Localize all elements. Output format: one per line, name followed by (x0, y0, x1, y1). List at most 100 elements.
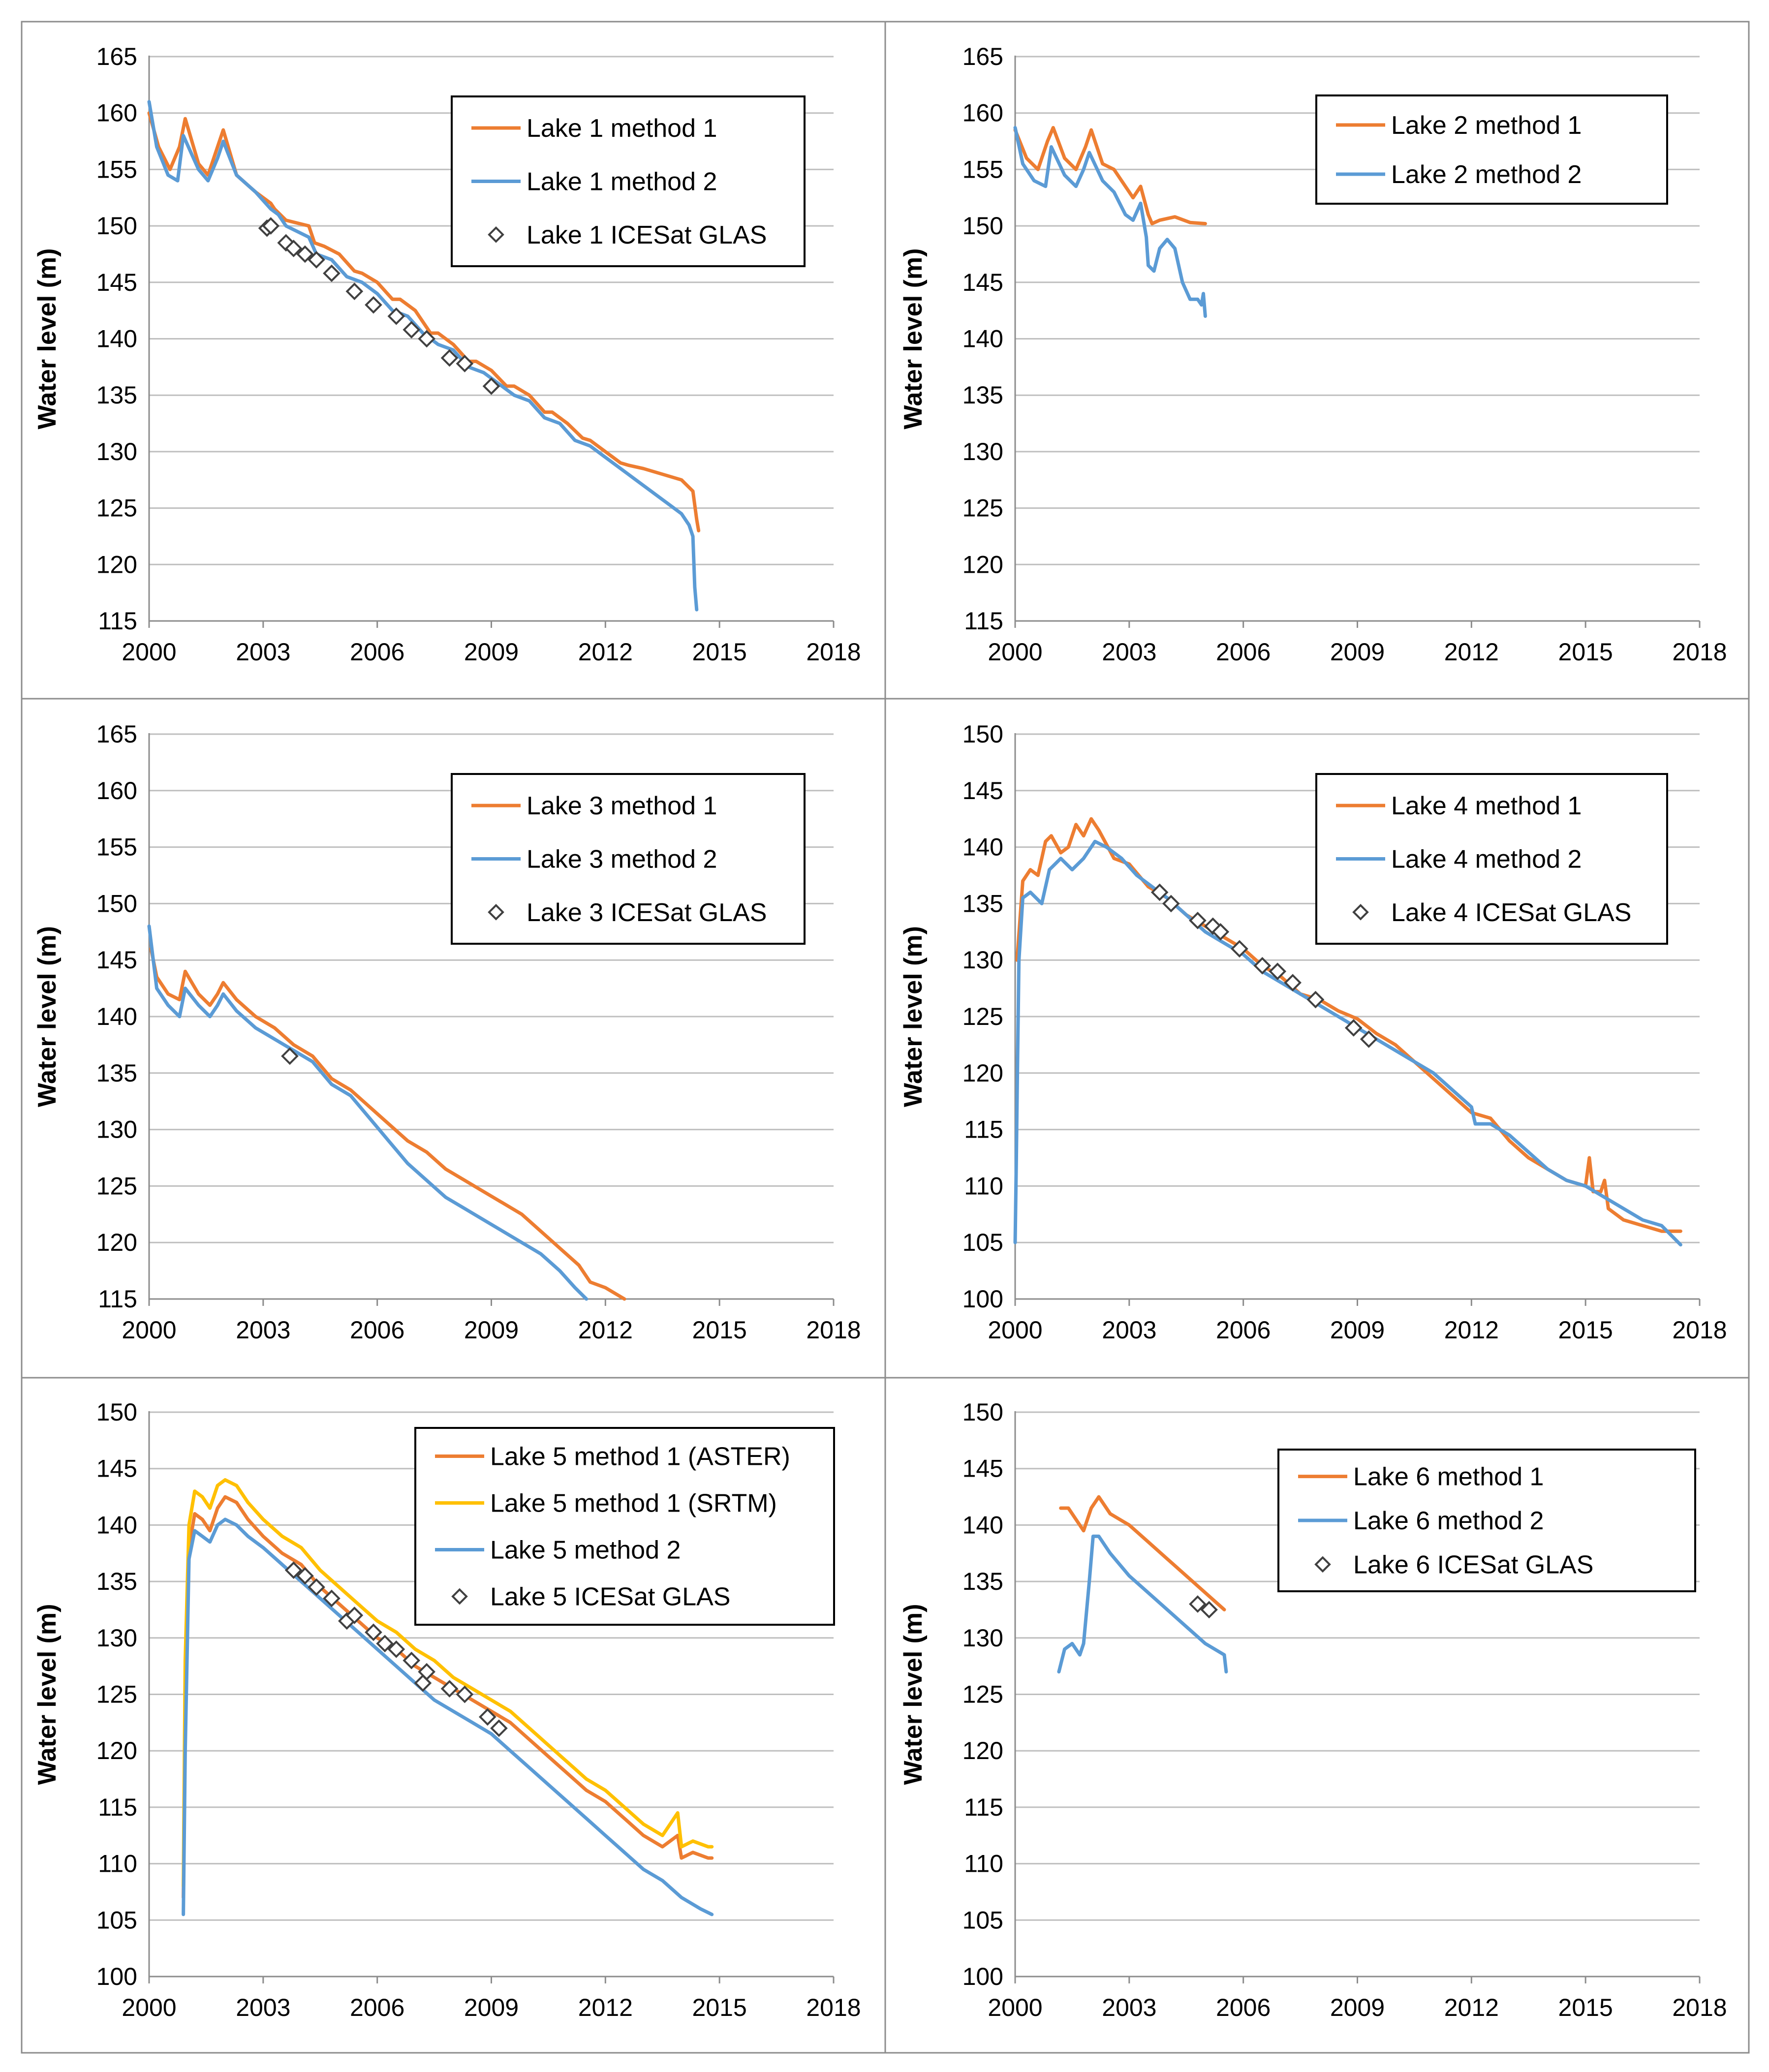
y-tick-label: 120 (96, 1229, 137, 1256)
glas-marker (1284, 974, 1302, 991)
glas-marker (376, 1635, 394, 1653)
glas-marker (1150, 883, 1169, 901)
legend-swatch (488, 226, 504, 243)
glas-marker (262, 217, 280, 235)
y-tick-label: 160 (96, 99, 137, 127)
y-tick-label: 115 (964, 607, 1003, 635)
y-tick-label: 125 (96, 1172, 137, 1200)
x-tick-label: 2000 (988, 1994, 1042, 2021)
glas-marker (284, 1561, 303, 1579)
x-tick-label: 2003 (236, 638, 290, 666)
x-tick-label: 2006 (1216, 1994, 1271, 2021)
glas-marker (403, 1651, 421, 1670)
x-tick-label: 2015 (1558, 1994, 1613, 2021)
series-line (182, 1495, 714, 1899)
y-tick-label: 115 (964, 1794, 1003, 1821)
y-tick-label: 105 (962, 1229, 1003, 1256)
x-tick-label: 2015 (692, 1994, 747, 2021)
legend-box (1315, 94, 1668, 205)
x-tick-label: 2018 (806, 638, 861, 666)
series-line (1013, 126, 1207, 225)
y-tick-label: 145 (962, 777, 1003, 804)
x-tick-label: 2009 (464, 1994, 519, 2021)
y-tick-label: 145 (96, 946, 137, 974)
y-tick-label: 130 (96, 1116, 137, 1144)
x-tick-label: 2000 (988, 1316, 1042, 1344)
glas-marker (403, 321, 421, 339)
y-tick-label: 110 (964, 1850, 1003, 1878)
x-tick-label: 2006 (350, 1316, 404, 1344)
y-tick-label: 150 (962, 720, 1003, 748)
x-tick-label: 2015 (1558, 638, 1613, 666)
x-tick-label: 2006 (350, 1994, 404, 2021)
legend-label: Lake 1 method 1 (527, 114, 717, 143)
x-tick-label: 2012 (1444, 1316, 1499, 1344)
legend-swatch (1314, 1556, 1331, 1573)
legend-label: Lake 6 method 2 (1353, 1507, 1544, 1535)
series-line (1013, 839, 1682, 1247)
glas-marker (365, 1623, 382, 1641)
x-tick-label: 2009 (1330, 638, 1385, 666)
y-tick-label: 135 (962, 890, 1003, 917)
y-tick-label: 145 (96, 1455, 137, 1483)
y-tick-label: 115 (98, 1285, 137, 1313)
y-tick-label: 110 (98, 1850, 137, 1878)
glas-marker (456, 1685, 474, 1703)
glas-marker (365, 296, 382, 314)
y-tick-label: 140 (96, 1511, 137, 1539)
x-tick-label: 2018 (806, 1316, 861, 1344)
x-tick-label: 2012 (578, 1316, 633, 1344)
legend-label: Lake 5 method 1 (ASTER) (490, 1443, 790, 1471)
y-tick-label: 150 (962, 212, 1003, 240)
glas-marker (281, 1047, 299, 1065)
y-tick-label: 125 (962, 1681, 1003, 1708)
glas-marker (490, 1719, 508, 1737)
x-tick-label: 2012 (1444, 1994, 1499, 2021)
legend-label: Lake 3 ICESat GLAS (527, 898, 767, 927)
series-line (149, 947, 626, 1301)
glas-marker (387, 307, 405, 325)
y-tick-label: 145 (962, 1455, 1003, 1483)
y-axis-title: Water level (m) (899, 926, 928, 1107)
x-tick-label: 2003 (236, 1994, 290, 2021)
glas-marker (1360, 1030, 1378, 1048)
legend-swatch (488, 904, 504, 921)
y-tick-label: 120 (96, 551, 137, 578)
x-tick-label: 2003 (1102, 1994, 1156, 2021)
y-tick-label: 130 (96, 438, 137, 465)
legend-label: Lake 4 method 1 (1391, 792, 1582, 820)
y-tick-label: 165 (96, 43, 137, 70)
glas-marker (1231, 940, 1248, 958)
legend-label: Lake 3 method 1 (527, 792, 717, 820)
glas-marker (1189, 1595, 1207, 1613)
y-tick-label: 140 (962, 1511, 1003, 1539)
y-tick-label: 160 (962, 99, 1003, 127)
glas-marker (418, 1663, 435, 1681)
legend-label: Lake 6 method 1 (1353, 1463, 1544, 1491)
y-tick-label: 125 (962, 1003, 1003, 1030)
y-tick-label: 130 (96, 1624, 137, 1652)
glas-marker (478, 1708, 497, 1726)
x-tick-label: 2018 (806, 1994, 861, 2021)
series-line (1059, 1495, 1226, 1611)
y-tick-label: 165 (962, 43, 1003, 70)
y-tick-label: 120 (962, 1059, 1003, 1087)
y-tick-label: 155 (96, 834, 137, 861)
glas-marker (1211, 923, 1230, 941)
series-line (182, 1478, 714, 1888)
legend-label: Lake 5 ICESat GLAS (490, 1583, 731, 1611)
x-tick-label: 2015 (692, 1316, 747, 1344)
legend-label: Lake 5 method 1 (SRTM) (490, 1489, 777, 1518)
y-tick-label: 120 (962, 551, 1003, 578)
glas-marker (323, 264, 341, 282)
legend-label: Lake 6 ICESat GLAS (1353, 1550, 1594, 1579)
x-tick-label: 2009 (464, 1316, 519, 1344)
chart-panel-lake-3: 115 120 125 130 135 140 145 150 155 160 165 2000 200… (33, 720, 861, 1344)
y-tick-label: 140 (962, 834, 1003, 861)
glas-marker (345, 282, 364, 300)
series-line (147, 924, 589, 1301)
x-tick-label: 2009 (1330, 1316, 1385, 1344)
x-tick-label: 2000 (122, 638, 176, 666)
y-tick-label: 100 (962, 1963, 1003, 1990)
